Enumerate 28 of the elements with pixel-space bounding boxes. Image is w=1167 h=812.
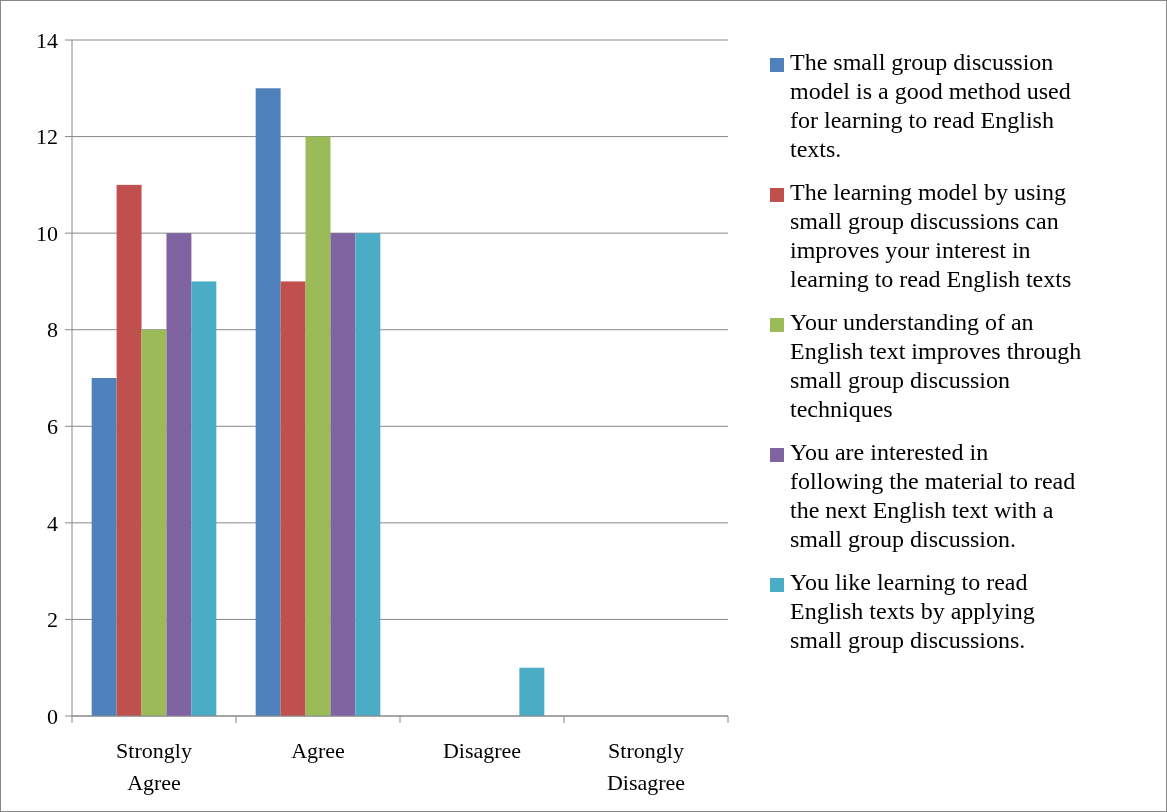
legend-label: Your understanding of an English text improves through small group discussion techniques <box>790 309 1082 422</box>
y-tick-label: 0 <box>47 703 58 729</box>
bar <box>166 233 192 716</box>
legend-label: You are interested in following the material to read the next English text with a small group discussion. <box>790 439 1076 552</box>
y-tick-label: 10 <box>36 220 58 246</box>
bar <box>519 667 545 716</box>
x-tick-label: Agree <box>291 738 345 763</box>
legend-label: The learning model by using small group discussions can improves your interest in learning to read English texts <box>790 179 1072 292</box>
bar <box>255 88 281 716</box>
bar <box>280 281 306 716</box>
bar <box>91 378 117 716</box>
bar <box>305 136 331 716</box>
bar <box>141 329 167 716</box>
x-tick-label: Strongly Disagree <box>606 738 686 795</box>
legend-label: The small group discussion model is a good method used for learning to read English texts. <box>790 49 1071 162</box>
y-tick-label: 6 <box>47 413 58 439</box>
bar <box>355 233 381 716</box>
x-tick-label: Disagree <box>442 738 522 763</box>
bar <box>116 184 142 716</box>
y-tick-label: 12 <box>36 124 58 150</box>
y-tick-label: 4 <box>47 510 58 536</box>
y-tick-label: 8 <box>47 317 58 343</box>
bar <box>330 233 356 716</box>
legend-label: You like learning to read English texts by applying small group discussions. <box>790 569 1035 653</box>
y-tick-label: 2 <box>47 607 58 633</box>
bar <box>191 281 217 716</box>
x-tick-label: Strongly Agree <box>116 738 192 795</box>
y-tick-label: 14 <box>36 27 58 53</box>
